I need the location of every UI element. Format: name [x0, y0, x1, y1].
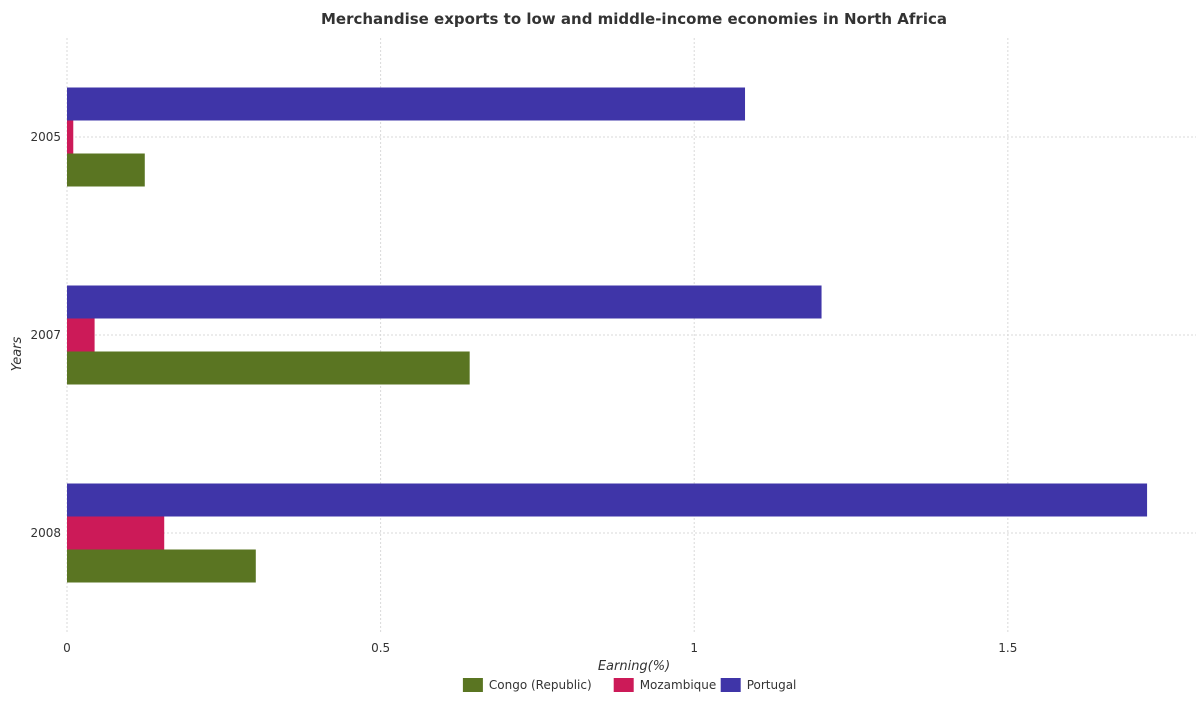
legend: Congo (Republic) Mozambique Portugal [462, 678, 797, 692]
x-tick-label: 0 [63, 641, 71, 655]
legend-label: Portugal [747, 678, 797, 692]
x-tick-labels: 0 0.5 1 1.5 [63, 641, 1017, 655]
y-tick-label: 2008 [30, 526, 61, 540]
x-tick-label: 1.5 [998, 641, 1017, 655]
x-tick-label: 1 [690, 641, 698, 655]
bar-mozambique-2005 [67, 120, 74, 154]
legend-swatch [462, 678, 483, 692]
y-axis-label: Years [10, 336, 25, 371]
legend-label: Mozambique [640, 678, 717, 692]
y-tick-label: 2007 [30, 328, 61, 342]
y-tick-label: 2005 [30, 130, 61, 144]
legend-label: Congo (Republic) [489, 678, 592, 692]
bar-congo-republic--2005 [67, 153, 145, 187]
x-axis-label: Earning(%) [598, 659, 670, 674]
bar-portugal-2008 [67, 483, 1148, 517]
bar-mozambique-2007 [67, 318, 95, 352]
bars [67, 87, 1148, 583]
legend-swatch [720, 678, 741, 692]
chart-title: Merchandise exports to low and middle-in… [321, 10, 947, 28]
legend-item: Mozambique [613, 678, 717, 692]
bar-congo-republic--2007 [67, 351, 470, 385]
bar-portugal-2007 [67, 285, 822, 319]
y-tick-labels: 2005 2007 2008 [30, 130, 61, 540]
bar-mozambique-2008 [67, 516, 165, 550]
bar-congo-republic--2008 [67, 549, 256, 583]
bar-portugal-2005 [67, 87, 746, 121]
legend-item: Portugal [720, 678, 797, 692]
legend-item: Congo (Republic) [462, 678, 592, 692]
legend-swatch [613, 678, 634, 692]
grid-lines [66, 38, 1196, 632]
x-tick-label: 0.5 [371, 641, 390, 655]
